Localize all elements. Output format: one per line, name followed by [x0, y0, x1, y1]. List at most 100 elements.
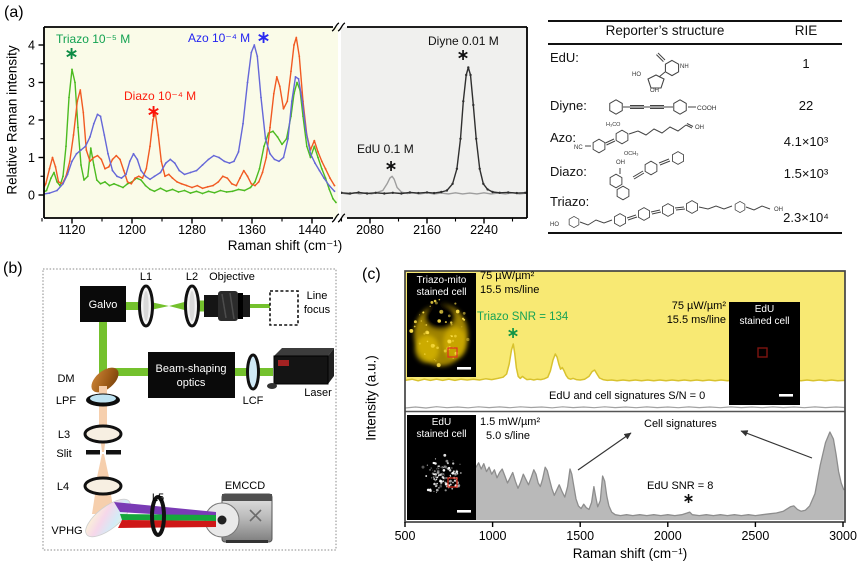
- svg-text:2000: 2000: [654, 529, 682, 543]
- table-row-name-triazo: Triazo:: [550, 194, 590, 209]
- sn-zero-note: EdU and cell signatures S/N = 0: [549, 390, 706, 402]
- table-rule-bottom: [548, 232, 842, 234]
- svg-text:1440: 1440: [298, 223, 326, 237]
- roi-box: [447, 347, 458, 358]
- panel-a-bg-silent: [341, 27, 527, 218]
- panel-a-curves-right: [341, 66, 527, 196]
- triazo-star-marker: [66, 48, 77, 59]
- inset-caption: Triazo-mito stained cell: [416, 275, 467, 298]
- emccd-label: EMCCD: [225, 480, 265, 492]
- panel-a-label: (a): [4, 4, 24, 21]
- panel-c-flat-trace: [405, 406, 845, 409]
- dichroic-mirror-icon: [91, 367, 119, 393]
- lpf-label: LPF: [56, 395, 76, 407]
- panel-c-x-axis-title: Raman shift (cm⁻¹): [572, 546, 688, 561]
- galvo-label: Galvo: [89, 299, 118, 311]
- svg-text:2: 2: [28, 113, 35, 127]
- svg-text:HO: HO: [550, 222, 559, 228]
- roi-box: [757, 347, 768, 358]
- triazo-snr-note: Triazo SNR = 134: [477, 311, 569, 323]
- table-rie-azo: 4.1×10³: [783, 134, 829, 149]
- roi-box: [447, 477, 458, 488]
- panel-b-label: (b): [3, 260, 23, 277]
- galvo-box: [80, 286, 126, 322]
- azo-star-marker: [258, 32, 269, 43]
- diazo-structure: OH: [609, 151, 684, 201]
- svg-text:2500: 2500: [741, 529, 769, 543]
- table-header-rie: RIE: [794, 23, 818, 38]
- table-row-name-diazo: Diazo:: [550, 164, 587, 179]
- diyne-star-marker: [458, 50, 468, 60]
- slit-label: Slit: [56, 448, 71, 460]
- l3-label: L3: [58, 429, 70, 441]
- objective-label: Objective: [209, 271, 255, 283]
- scale-bar: [779, 394, 793, 397]
- svg-text:2160: 2160: [413, 223, 441, 237]
- vphg-label: VPHG: [51, 525, 82, 537]
- time-note-bottom: 5.0 s/line: [486, 430, 531, 442]
- svg-text:1500: 1500: [566, 529, 594, 543]
- svg-text:0: 0: [28, 188, 35, 202]
- table-row-name-edu: EdU:: [550, 50, 579, 65]
- svg-text:NC: NC: [574, 145, 583, 151]
- beam-shaping-label-1: Beam-shaping: [156, 363, 227, 375]
- inset-triazo-mito-cell: Triazo-mito stained cell: [407, 273, 476, 377]
- table-header-structure: Reporter’s structure: [605, 23, 725, 38]
- panel-c-border: [404, 270, 846, 523]
- triazo-structure: HO OH: [550, 200, 783, 228]
- laser-icon: [267, 348, 334, 389]
- edu-structure: HO OH NH: [632, 52, 689, 92]
- panel-c-y-axis-title: Intensity (a.u.): [363, 355, 379, 441]
- lens-lcf: [246, 353, 260, 391]
- inset-edu-cell-low-power: EdU stained cell: [729, 302, 800, 405]
- cell-signature-arrows: [577, 430, 813, 471]
- panel-a-ticks: 1120 1200 1280 1360 1440 2080 2160 2240 0 1 2 3 4: [28, 38, 514, 237]
- table-row-name-diyne: Diyne:: [550, 98, 587, 113]
- svg-text:OH: OH: [616, 160, 625, 166]
- edu-snr-star-marker: [684, 494, 693, 503]
- power-note-bottom: 1.5 mW/µm²: [480, 416, 541, 428]
- edu-cell-dark-image: [757, 347, 793, 397]
- beam-shaping-box: [148, 352, 235, 398]
- svg-text:COOH: COOH: [697, 105, 717, 112]
- svg-text:HO: HO: [632, 72, 641, 78]
- table-rie-diazo: 1.5×10³: [783, 166, 829, 181]
- panel-a-y-axis-title: Relative Raman intensity: [4, 45, 20, 195]
- l5-label: L5: [152, 492, 164, 504]
- svg-text:1360: 1360: [238, 223, 266, 237]
- dm-label: DM: [57, 373, 74, 385]
- power-note-top-1: 75 µW/µm²: [480, 270, 535, 282]
- svg-text:2240: 2240: [470, 223, 498, 237]
- table-rie-edu: 1: [802, 56, 810, 71]
- peak-label-edu: EdU 0.1 M: [357, 142, 414, 156]
- edu-star-marker: [386, 161, 396, 171]
- time-note-top-2: 15.5 ms/line: [666, 314, 726, 326]
- svg-text:4: 4: [28, 38, 35, 52]
- panel-c-label: (c): [362, 266, 381, 283]
- svg-text:OCH₃: OCH₃: [624, 151, 638, 157]
- line-focus-label-1: Line: [307, 290, 328, 302]
- lens-lpf-glass: [90, 394, 116, 403]
- svg-text:OH: OH: [650, 88, 659, 92]
- svg-text:1: 1: [28, 151, 35, 165]
- inset-edu-cell-high-power: EdU stained cell: [407, 415, 476, 520]
- svg-text:1200: 1200: [118, 223, 146, 237]
- line-focus-box: [269, 290, 299, 326]
- svg-text:OH: OH: [695, 125, 704, 131]
- edu-snr-note: EdU SNR = 8: [647, 480, 714, 492]
- panel-a-x-axis-title: Raman shift (cm⁻¹): [227, 238, 343, 253]
- peak-label-diyne: Diyne 0.01 M: [428, 34, 499, 48]
- lens-l5: [150, 495, 166, 537]
- objective-icon: [204, 291, 250, 321]
- svg-text:1000: 1000: [479, 529, 507, 543]
- lens-l2-glass: [189, 291, 195, 321]
- inset-caption: EdU stained cell: [416, 417, 467, 440]
- panel-a-plot: 1120 1200 1280 1360 1440 2080 2160 2240 0 1 2 3 4: [28, 22, 528, 237]
- reporter-table: Reporter’s structure RIE EdU: HO OH NH 1…: [546, 16, 844, 238]
- svg-text:500: 500: [395, 529, 416, 543]
- line-focus-label-2: focus: [304, 304, 331, 316]
- panel-b-diagram: Galvo L1 L2 Objective Line focus DM Beam…: [42, 268, 337, 551]
- panel-a-axes: [43, 26, 528, 219]
- diazo-star-marker: [148, 106, 159, 117]
